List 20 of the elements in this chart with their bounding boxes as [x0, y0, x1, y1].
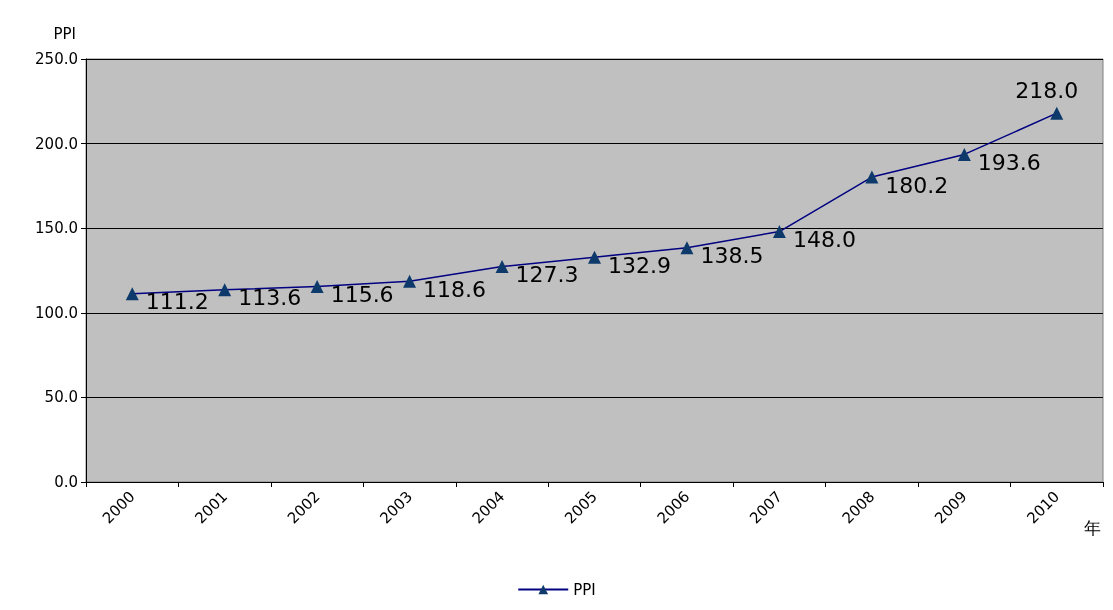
y-tick-label: 0.0 [54, 473, 78, 491]
data-label: 127.3 [515, 262, 579, 288]
x-axis-title: 年 [1084, 519, 1101, 538]
data-label: 118.6 [423, 276, 487, 302]
data-label: 148.0 [792, 227, 856, 253]
y-tick-label: 250.0 [35, 50, 78, 68]
data-label: 132.9 [608, 252, 671, 278]
y-tick-label: 100.0 [35, 303, 78, 322]
y-axis-title: PPI [53, 24, 76, 43]
data-label: 113.6 [238, 285, 302, 311]
data-label: 193.6 [977, 149, 1041, 175]
y-tick-label: 50.0 [44, 388, 78, 407]
data-label: 115.6 [330, 281, 394, 307]
legend-label: PPI [573, 580, 596, 599]
data-label: 218.0 [1015, 78, 1079, 104]
data-label: 111.2 [145, 289, 209, 315]
y-tick-label: 200.0 [35, 134, 78, 153]
data-label: 180.2 [885, 172, 949, 198]
y-tick-label: 150.0 [35, 219, 78, 238]
data-label: 138.5 [700, 243, 764, 269]
